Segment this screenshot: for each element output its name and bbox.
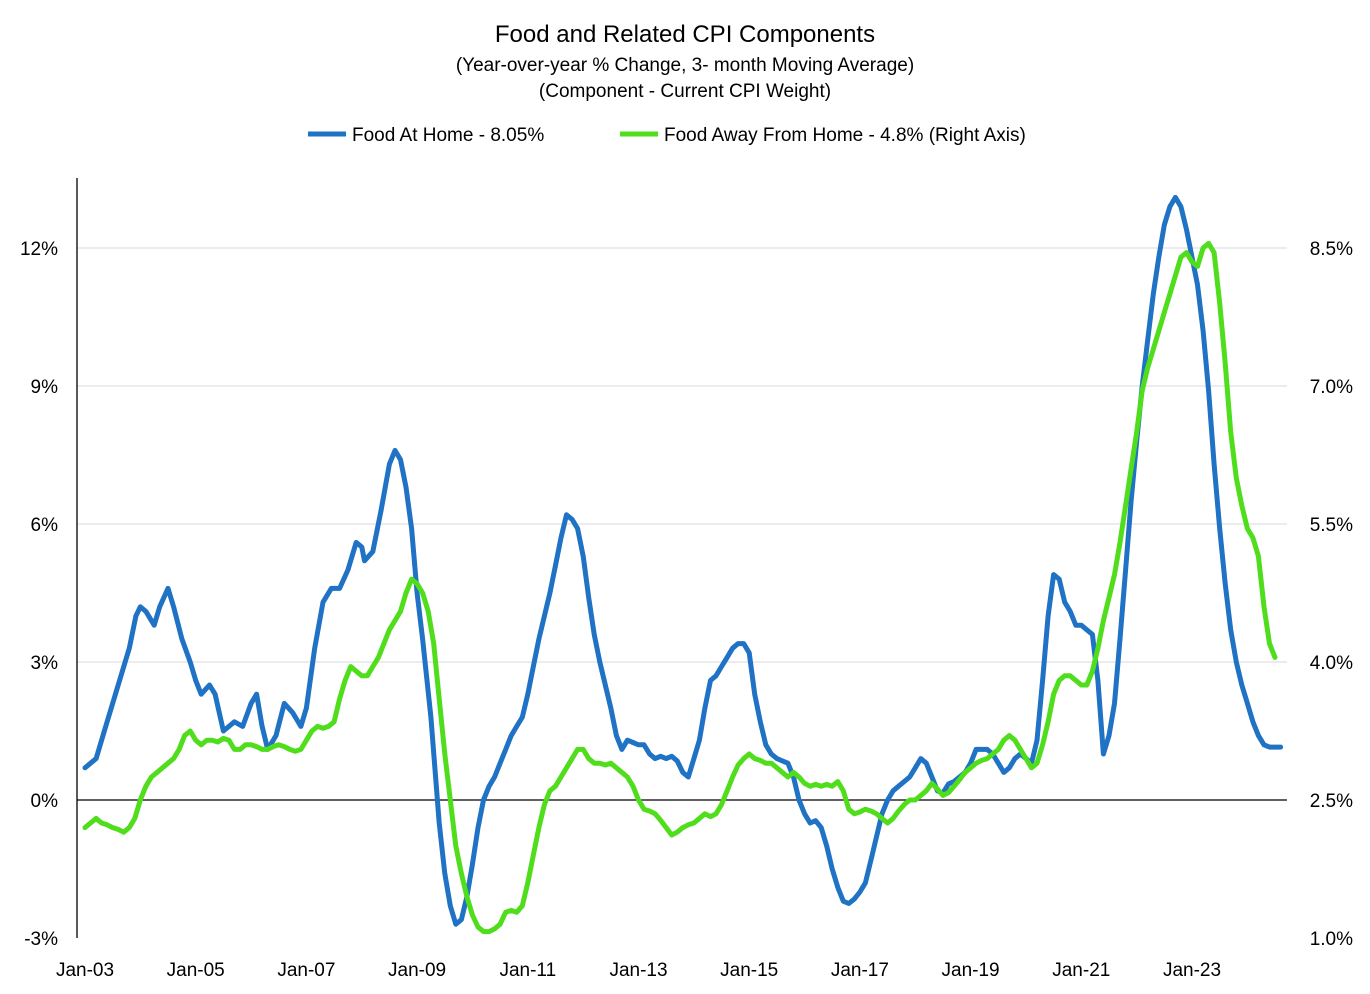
x-tick-label: Jan-15 xyxy=(720,960,778,981)
left-tick-label: 6% xyxy=(31,515,59,536)
x-tick-label: Jan-17 xyxy=(831,960,889,981)
right-tick-label: 1.0% xyxy=(1310,929,1353,950)
right-tick-label: 2.5% xyxy=(1310,791,1353,812)
series-lines xyxy=(82,194,1284,935)
x-tick-label: Jan-11 xyxy=(499,960,556,981)
right-axis-ticks: 1.0% 2.5% 4.0% 5.5% 7.0% 8.5% xyxy=(1310,239,1353,950)
x-axis-ticks: Jan-03 Jan-05 Jan-07 Jan-09 Jan-11 Jan-13 Jan-… xyxy=(56,960,1221,981)
x-tick-label: Jan-13 xyxy=(609,960,667,981)
x-tick-label: Jan-09 xyxy=(388,960,446,981)
right-tick-label: 5.5% xyxy=(1310,515,1353,536)
left-tick-label: 12% xyxy=(20,239,58,260)
left-tick-label: -3% xyxy=(24,929,58,950)
series-line-food-at-home xyxy=(82,194,1284,927)
left-tick-label: 9% xyxy=(31,377,59,398)
left-tick-label: 0% xyxy=(31,791,59,812)
left-axis-ticks: -3% 0% 3% 6% 9% 12% xyxy=(20,239,58,950)
x-tick-label: Jan-23 xyxy=(1163,960,1221,981)
x-tick-label: Jan-19 xyxy=(942,960,1000,981)
x-tick-label: Jan-21 xyxy=(1052,960,1110,981)
chart-subtitle-1: (Year-over-year % Change, 3- month Movin… xyxy=(456,55,914,76)
legend: Food At Home - 8.05% Food Away From Home… xyxy=(308,125,1026,146)
legend-label-food-at-home: Food At Home - 8.05% xyxy=(352,125,544,146)
chart-title: Food and Related CPI Components xyxy=(495,21,875,48)
x-tick-label: Jan-07 xyxy=(277,960,335,981)
x-tick-label: Jan-05 xyxy=(167,960,225,981)
chart-subtitle-2: (Component - Current CPI Weight) xyxy=(539,81,831,102)
series-line-food-away-from-home xyxy=(82,240,1278,935)
gridlines xyxy=(77,247,1287,663)
right-tick-label: 8.5% xyxy=(1310,239,1353,260)
right-tick-label: 4.0% xyxy=(1310,653,1353,674)
left-tick-label: 3% xyxy=(31,653,59,674)
right-tick-label: 7.0% xyxy=(1310,377,1353,398)
legend-label-food-away: Food Away From Home - 4.8% (Right Axis) xyxy=(664,125,1026,146)
axes xyxy=(76,178,1287,938)
x-tick-label: Jan-03 xyxy=(56,960,114,981)
